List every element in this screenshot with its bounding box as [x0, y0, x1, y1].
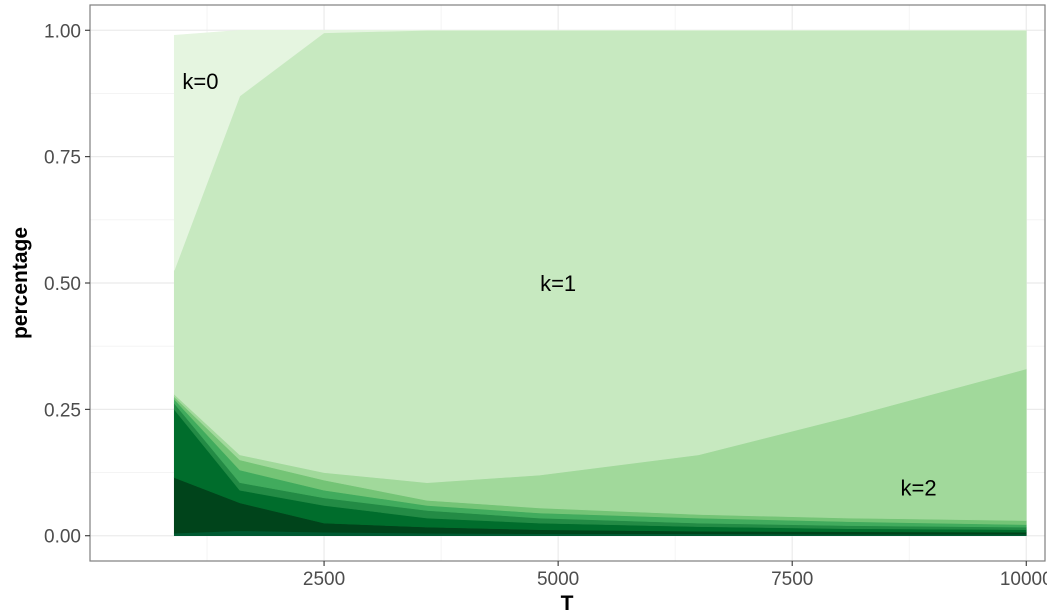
x-axis-title: T [561, 592, 574, 612]
x-tick-label: 2500 [303, 569, 345, 590]
y-axis-title: percentage [9, 227, 32, 339]
x-tick-label: 5000 [537, 569, 579, 590]
annotation-label: k=0 [182, 69, 218, 94]
area-layer [173, 29, 1027, 537]
x-tick-label: 7500 [771, 569, 813, 590]
annotation-layer: k=0 k=1 k=2 [182, 69, 936, 501]
y-tick-label: 0.25 [44, 400, 81, 421]
annotation-label: k=1 [540, 271, 576, 296]
annotation-label: k=2 [901, 476, 937, 501]
area-band-8 [173, 29, 1027, 271]
y-tick-label: 0.50 [44, 274, 81, 295]
y-tick-label: 0.75 [44, 148, 81, 169]
y-tick-label: 0.00 [44, 527, 81, 548]
y-tick-label: 1.00 [44, 21, 81, 42]
